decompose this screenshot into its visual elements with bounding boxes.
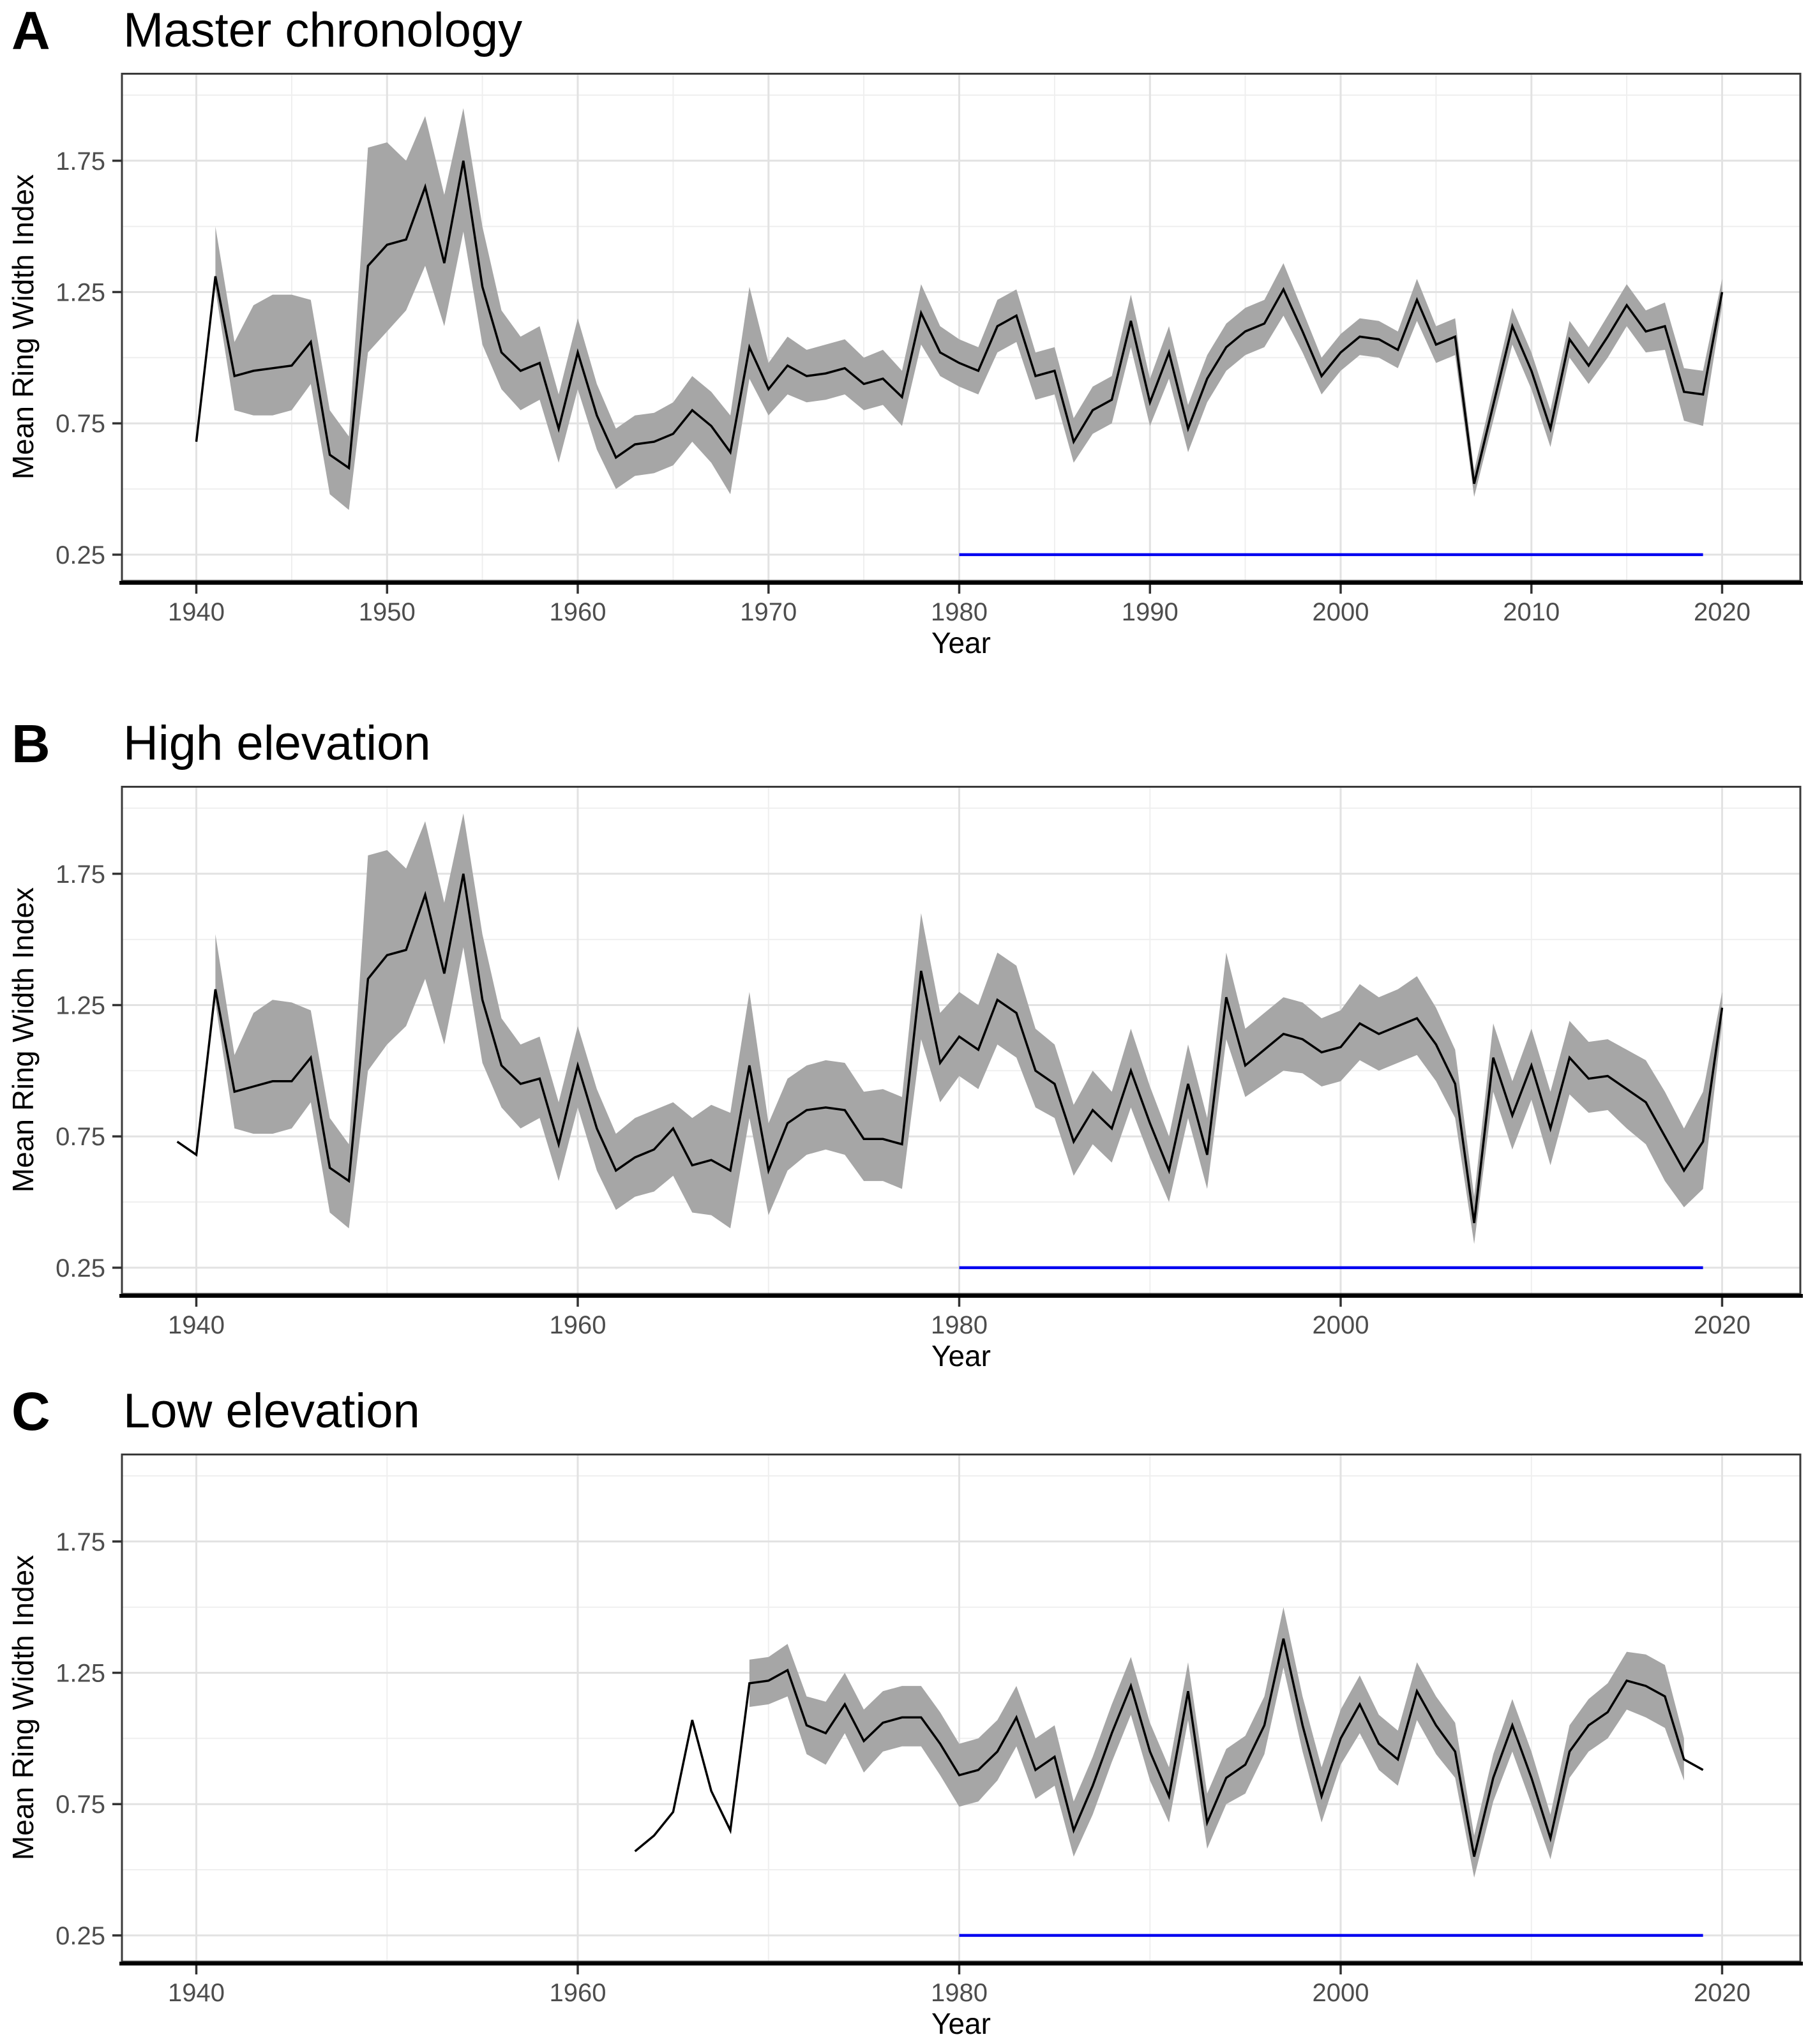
confidence-ribbon xyxy=(215,108,1722,510)
gridlines-minor xyxy=(122,1454,1800,1962)
svg-text:2000: 2000 xyxy=(1313,1311,1369,1339)
panel-border xyxy=(121,1454,1802,1963)
mean-line xyxy=(195,160,1724,485)
svg-text:1.75: 1.75 xyxy=(56,1528,105,1556)
x-tick-labels: 1940 1950 1960 1970 1980 1990 2000 2010 2020 xyxy=(168,598,1751,626)
x-axis-title: Year xyxy=(931,2007,991,2040)
svg-text:2020: 2020 xyxy=(1694,1311,1751,1339)
mean-line xyxy=(634,1638,1704,1857)
panel-letter: C xyxy=(11,1381,50,1441)
y-tick-labels: 0.25 0.75 1.25 1.75 xyxy=(56,147,105,569)
svg-text:1.25: 1.25 xyxy=(56,1660,105,1688)
svg-text:1990: 1990 xyxy=(1122,598,1179,626)
x-ticks xyxy=(195,585,1724,594)
y-tick-labels: 0.25 0.75 1.25 1.75 xyxy=(56,1528,105,1950)
y-ticks xyxy=(112,1540,122,1937)
svg-text:2020: 2020 xyxy=(1694,598,1751,626)
chart-high-elevation: 1940 1960 1980 2000 2020 0.25 0.75 1.25 1.75 xyxy=(56,786,1803,1339)
svg-text:1980: 1980 xyxy=(931,1311,988,1339)
panel-letter: B xyxy=(11,714,50,774)
x-axis-title: Year xyxy=(931,1339,991,1372)
x-ticks xyxy=(195,1298,1724,1307)
y-ticks xyxy=(112,873,122,1269)
svg-text:1940: 1940 xyxy=(168,1979,225,2007)
panel-title: High elevation xyxy=(123,716,431,770)
panel-low-elevation: C Low elevation Mean Ring Width Index 19… xyxy=(0,1381,1815,2044)
x-ticks xyxy=(195,1965,1724,1974)
chart-low-elevation: 1940 1960 1980 2000 2020 0.25 0.75 1.25 1.75 xyxy=(56,1454,1803,2007)
confidence-ribbon xyxy=(749,1607,1684,1878)
y-ticks xyxy=(112,160,122,556)
svg-text:1.25: 1.25 xyxy=(56,992,105,1020)
x-tick-labels: 1940 1960 1980 2000 2020 xyxy=(168,1311,1751,1339)
svg-text:1980: 1980 xyxy=(931,598,988,626)
panel-master-chronology: A Master chronology Mean Ring Width Inde… xyxy=(0,0,1815,713)
confidence-ribbon xyxy=(215,813,1722,1244)
x-tick-labels: 1940 1960 1980 2000 2020 xyxy=(168,1979,1751,2007)
gridlines-major xyxy=(122,1454,1800,1962)
panel-title: Master chronology xyxy=(123,3,523,57)
panel-high-elevation: B High elevation Mean Ring Width Index 1… xyxy=(0,713,1815,1381)
svg-text:2010: 2010 xyxy=(1503,598,1560,626)
svg-text:1.25: 1.25 xyxy=(56,279,105,307)
panel-title: Low elevation xyxy=(123,1384,420,1438)
svg-text:1950: 1950 xyxy=(359,598,416,626)
svg-text:0.75: 0.75 xyxy=(56,1791,105,1819)
svg-text:1960: 1960 xyxy=(550,1311,606,1339)
svg-text:0.75: 0.75 xyxy=(56,410,105,438)
svg-text:1.75: 1.75 xyxy=(56,860,105,889)
y-tick-labels: 0.25 0.75 1.25 1.75 xyxy=(56,860,105,1282)
x-axis-title: Year xyxy=(931,626,991,659)
svg-text:1.75: 1.75 xyxy=(56,147,105,176)
svg-text:0.75: 0.75 xyxy=(56,1123,105,1151)
svg-text:1940: 1940 xyxy=(168,598,225,626)
svg-text:0.25: 0.25 xyxy=(56,541,105,569)
mean-line xyxy=(176,873,1724,1224)
svg-text:1970: 1970 xyxy=(740,598,797,626)
svg-text:1960: 1960 xyxy=(550,1979,606,2007)
svg-text:2020: 2020 xyxy=(1694,1979,1751,2007)
svg-text:0.25: 0.25 xyxy=(56,1254,105,1282)
svg-text:1980: 1980 xyxy=(931,1979,988,2007)
svg-text:2000: 2000 xyxy=(1313,1979,1369,2007)
panel-letter: A xyxy=(11,1,50,61)
svg-text:1960: 1960 xyxy=(550,598,606,626)
chart-master-chronology: 1940 1950 1960 1970 1980 1990 2000 2010 2020 0.25… xyxy=(56,73,1803,626)
svg-text:0.25: 0.25 xyxy=(56,1922,105,1950)
svg-text:1940: 1940 xyxy=(168,1311,225,1339)
svg-text:2000: 2000 xyxy=(1313,598,1369,626)
